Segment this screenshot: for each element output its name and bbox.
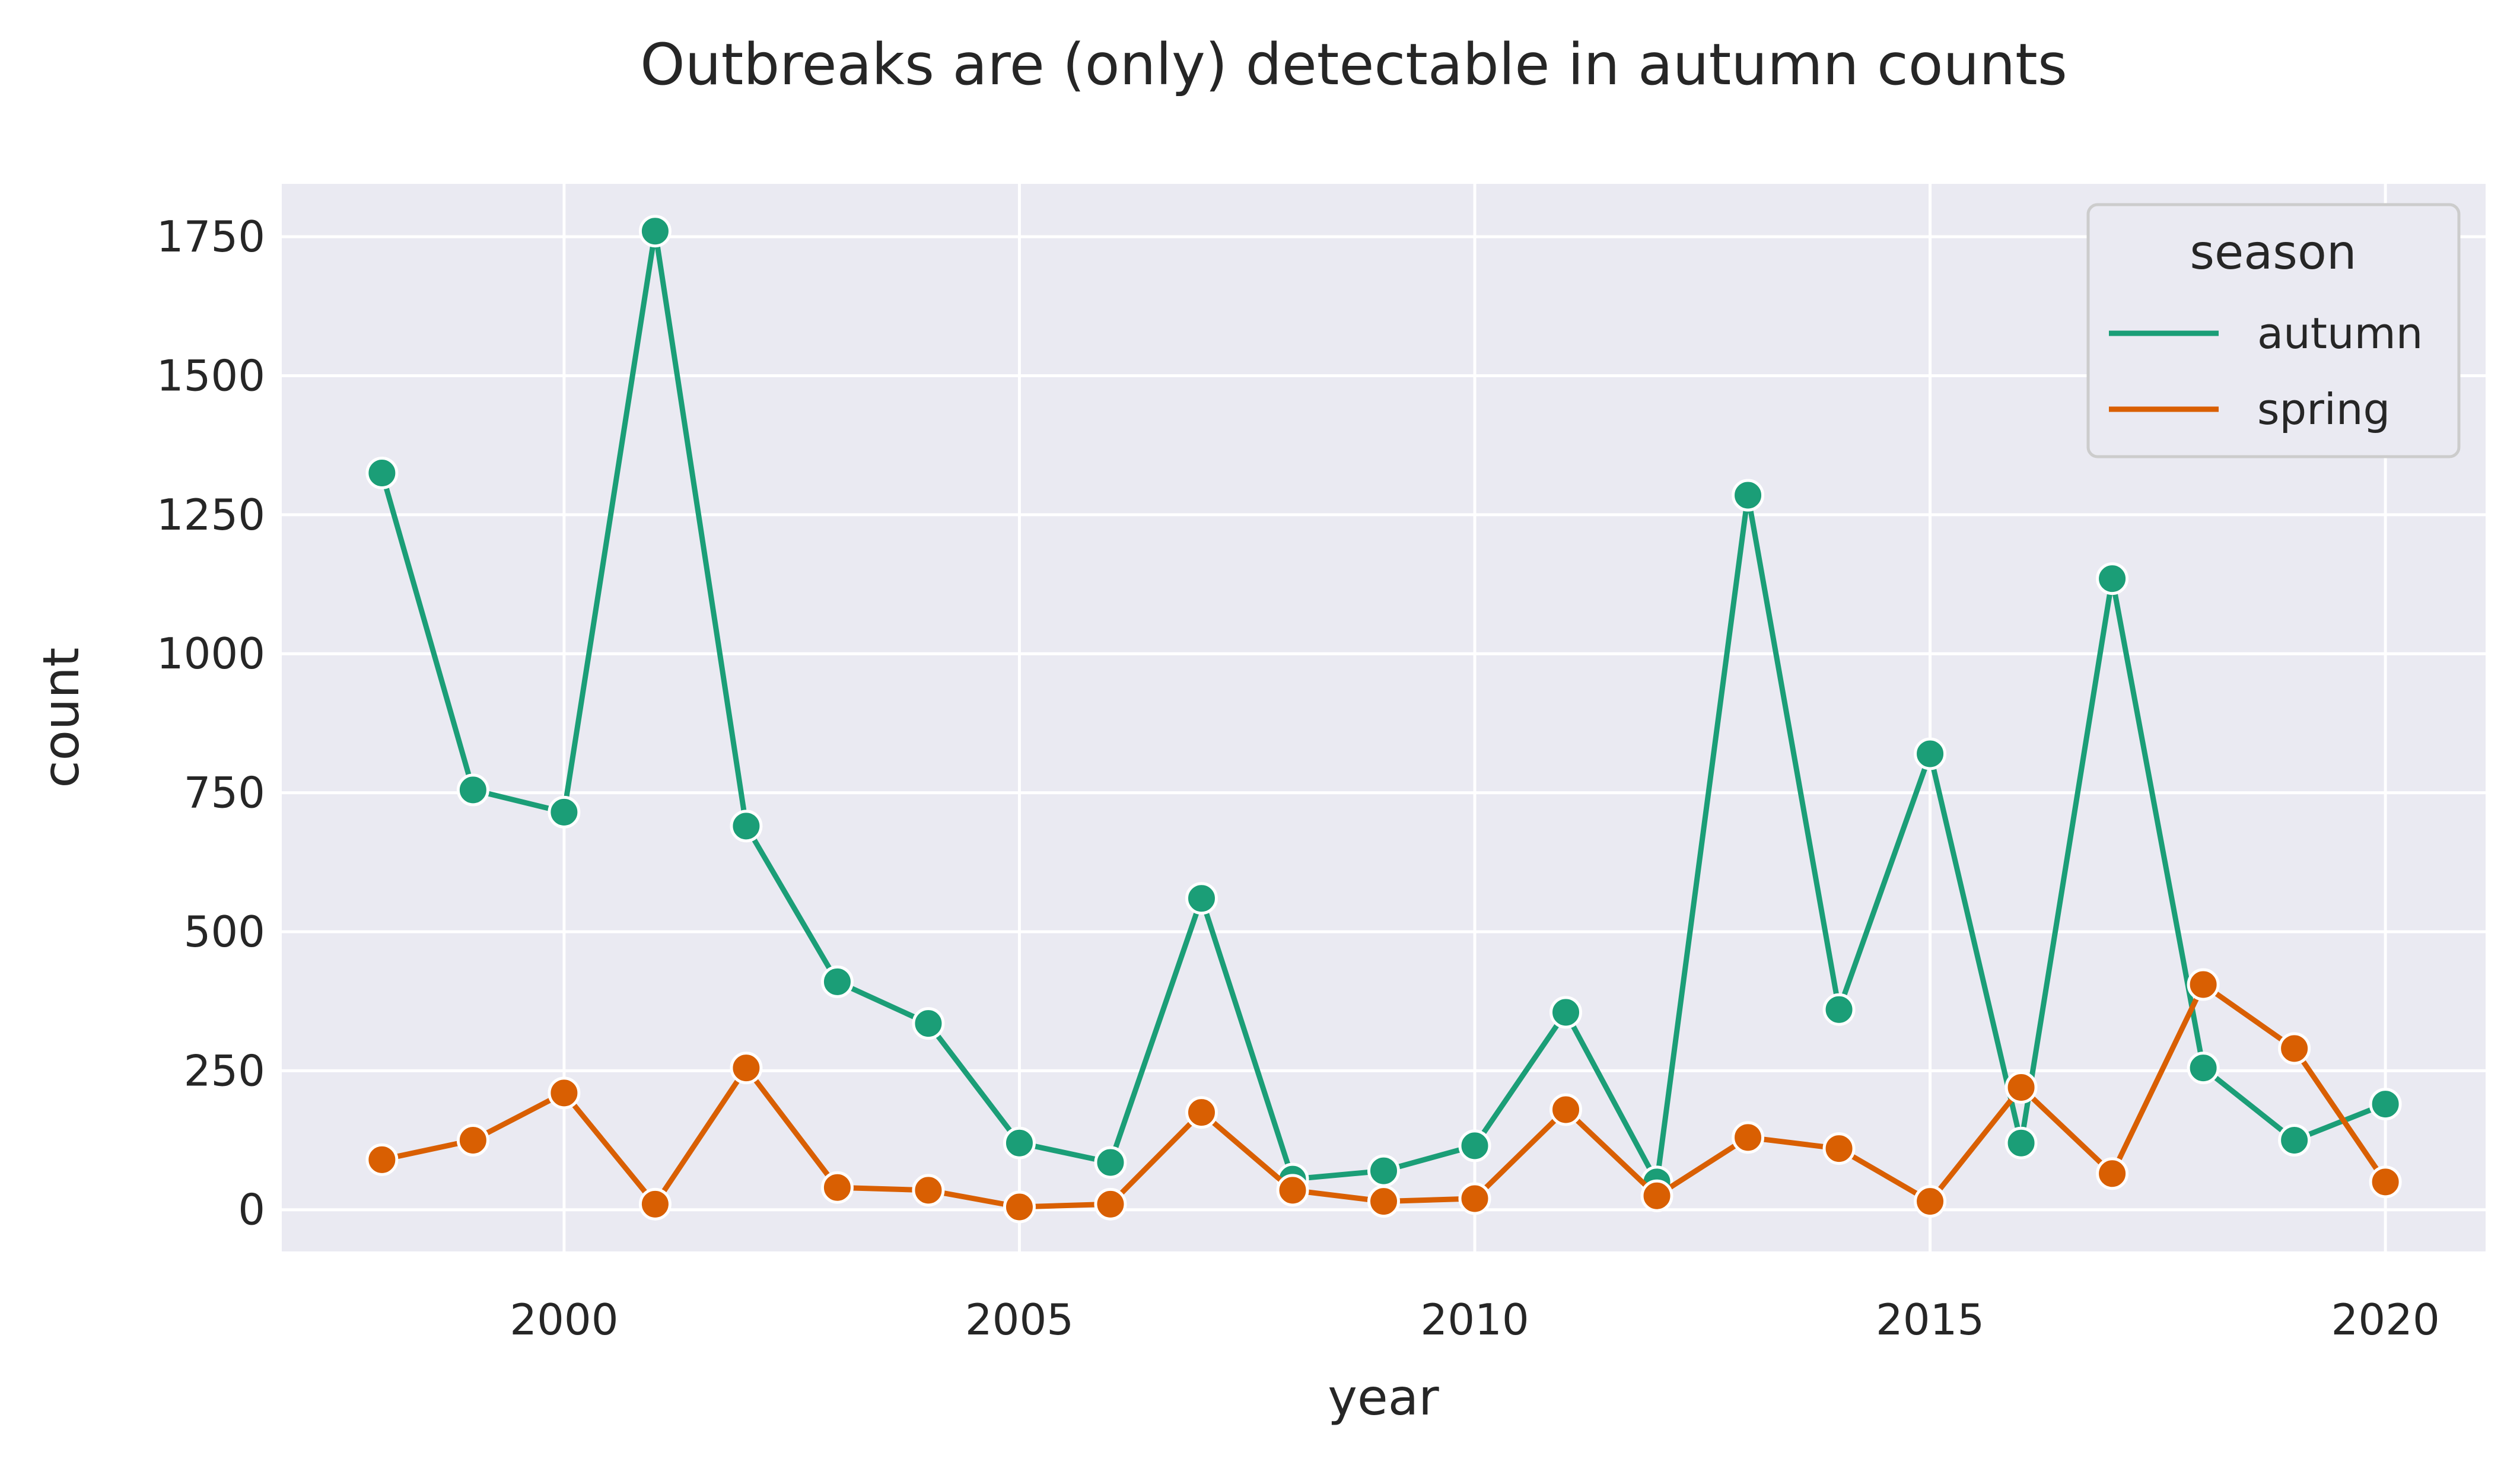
data-point-autumn	[1094, 1146, 1127, 1179]
chart-title: Outbreaks are (only) detectable in autum…	[640, 31, 2067, 98]
data-point-spring	[1549, 1093, 1583, 1126]
data-point-spring	[1185, 1096, 1218, 1129]
data-point-spring	[1732, 1121, 1765, 1154]
data-point-spring	[1458, 1182, 1491, 1215]
data-point-autumn	[548, 795, 581, 829]
data-point-spring	[2278, 1032, 2311, 1065]
data-point-autumn	[820, 965, 854, 998]
data-point-autumn	[1732, 479, 1765, 512]
y-tick-label: 1250	[157, 490, 265, 540]
y-tick-label: 0	[238, 1185, 265, 1235]
data-point-spring	[1822, 1132, 1856, 1165]
data-point-spring	[365, 1143, 399, 1176]
data-point-autumn	[1367, 1154, 1400, 1187]
legend-label-autumn: autumn	[2257, 308, 2423, 358]
data-point-autumn	[2187, 1052, 2220, 1085]
data-point-spring	[638, 1187, 672, 1221]
legend: season autumn spring	[2086, 203, 2461, 458]
data-point-spring	[456, 1124, 489, 1157]
y-tick-label: 1500	[157, 351, 265, 400]
data-point-spring	[2187, 968, 2220, 1001]
data-point-autumn	[1185, 882, 1218, 915]
data-point-spring	[548, 1076, 581, 1110]
data-point-autumn	[912, 1007, 945, 1040]
x-tick-label: 2010	[1420, 1295, 1529, 1345]
x-tick-label: 2000	[510, 1295, 618, 1345]
x-axis-label: year	[1328, 1368, 1439, 1426]
data-point-spring	[1367, 1185, 1400, 1218]
data-point-spring	[2004, 1071, 2038, 1104]
data-point-autumn	[638, 215, 672, 248]
data-point-spring	[2096, 1157, 2129, 1190]
legend-box	[2086, 203, 2461, 458]
data-point-autumn	[365, 457, 399, 489]
data-point-spring	[1276, 1174, 1309, 1207]
x-tick-label: 2020	[2331, 1295, 2440, 1345]
y-tick-label: 500	[184, 907, 265, 957]
y-tick-label: 1750	[157, 212, 265, 262]
x-tick-label: 2005	[965, 1295, 1074, 1345]
x-tick-labels: 2000 2005 2010 2015 2020	[510, 1295, 2439, 1345]
y-axis-label: count	[32, 648, 90, 788]
series-spring	[365, 968, 2402, 1224]
data-point-spring	[2369, 1165, 2402, 1199]
data-point-autumn	[2278, 1124, 2311, 1157]
data-point-autumn	[1549, 996, 1583, 1029]
data-point-spring	[1094, 1187, 1127, 1221]
data-point-spring	[912, 1174, 945, 1207]
data-point-autumn	[2369, 1088, 2402, 1121]
x-tick-label: 2015	[1876, 1295, 1984, 1345]
data-point-autumn	[1458, 1129, 1491, 1162]
data-series	[365, 215, 2402, 1224]
data-point-spring	[730, 1052, 763, 1085]
y-tick-label: 750	[184, 768, 265, 818]
data-point-autumn	[456, 773, 489, 807]
data-point-autumn	[2004, 1126, 2038, 1159]
data-point-autumn	[730, 810, 763, 843]
legend-label-spring: spring	[2257, 384, 2390, 434]
data-point-autumn	[2096, 562, 2129, 595]
data-point-autumn	[1914, 737, 1947, 770]
y-tick-label: 1000	[157, 629, 265, 678]
legend-title: season	[2190, 225, 2356, 280]
data-point-autumn	[1822, 993, 1856, 1026]
data-point-spring	[1003, 1190, 1036, 1224]
data-point-autumn	[1003, 1126, 1036, 1159]
y-tick-label: 250	[184, 1046, 265, 1095]
y-tick-labels: 0 250 500 750 1000 1250 1500 1750	[157, 212, 265, 1235]
data-point-spring	[820, 1171, 854, 1204]
data-point-spring	[1640, 1179, 1673, 1212]
data-point-spring	[1914, 1185, 1947, 1218]
